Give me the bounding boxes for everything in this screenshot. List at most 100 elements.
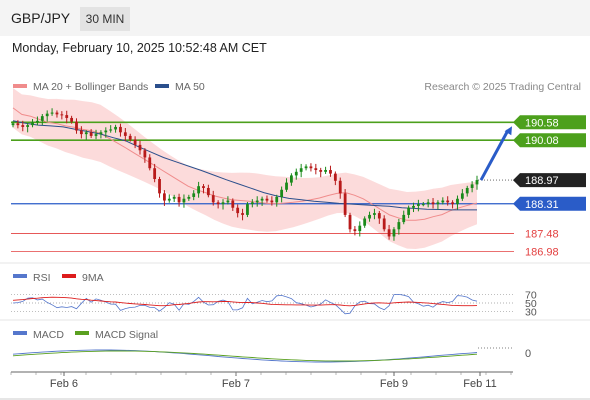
candle-body (177, 196, 181, 203)
x-tick-label: Feb 7 (222, 378, 250, 390)
candle-body (197, 186, 200, 194)
candle-body (402, 214, 406, 223)
candle-body (416, 204, 420, 206)
price-levels (11, 121, 514, 252)
forecast-arrow (479, 126, 512, 181)
candle-body (475, 180, 479, 185)
candle-body (114, 126, 117, 130)
candle-body (89, 132, 93, 136)
price-tag-box (513, 115, 586, 130)
ma20-legend-label: MA 20 + Bollinger Bands (33, 81, 148, 93)
candle-body (226, 200, 230, 203)
candle-body (348, 214, 352, 230)
candle-body (202, 186, 205, 188)
price-tag-box (513, 196, 586, 211)
candle-body (250, 202, 254, 205)
candle-body (377, 213, 381, 219)
candle-body (260, 198, 264, 201)
candle-body (382, 218, 386, 230)
rsi-level-label: 50 (525, 298, 537, 310)
candle-body (426, 202, 430, 205)
candle-body (319, 170, 323, 172)
price-tags: 190.58 190.08 188.97 188.31 187.48 186.98 (513, 115, 586, 259)
chart-datetime: Monday, February 10, 2025 10:52:48 AM CE… (12, 41, 267, 55)
price-tag-label: 190.08 (525, 135, 559, 147)
candle-body (167, 198, 171, 201)
candle-body (431, 202, 435, 205)
candle-body (172, 196, 176, 199)
candle-body (275, 196, 279, 203)
candle-body (182, 198, 186, 203)
rsi-legend-swatch (13, 274, 27, 278)
bollinger-bands (13, 88, 477, 249)
candle-body (373, 213, 376, 215)
candle-body (353, 229, 357, 232)
candle-body (329, 170, 332, 174)
candlesticks (11, 108, 479, 241)
candle-body (280, 189, 284, 197)
candle-body (211, 195, 215, 203)
support-price-label: 186.98 (525, 247, 559, 259)
candle-body (36, 120, 39, 123)
candle-body (290, 175, 293, 183)
candle-body (236, 207, 240, 214)
candle-body (216, 202, 220, 205)
candle-body (109, 129, 113, 131)
candle-body (40, 116, 44, 121)
candle-body (255, 200, 259, 203)
bollinger-band-fill (13, 88, 477, 249)
candle-body (138, 144, 142, 151)
price-tag-label: 190.58 (525, 117, 559, 129)
candle-body (50, 112, 54, 114)
candle-body (16, 123, 20, 126)
candle-body (387, 229, 391, 237)
rsi-legend-label: RSI (33, 272, 51, 284)
candle-body (79, 130, 83, 135)
ma50-legend-label: MA 50 (175, 81, 205, 93)
candle-body (294, 171, 298, 176)
candle-body (397, 222, 401, 230)
price-tag-label: 188.97 (525, 175, 559, 187)
candle-body (421, 204, 425, 206)
candle-body (304, 166, 308, 169)
candle-body (270, 200, 274, 203)
candle-body (412, 205, 415, 208)
candle-body (94, 134, 98, 136)
ma50-line (12, 120, 477, 211)
candle-body (299, 168, 303, 172)
candle-body (153, 168, 157, 179)
forecast-arrow-head (504, 126, 512, 136)
moving-averages (12, 107, 478, 221)
candle-body (392, 229, 396, 237)
support-price-label: 187.48 (525, 229, 559, 241)
candle-body (456, 198, 459, 205)
candle-body (343, 193, 347, 215)
candle-body (104, 130, 108, 133)
macd-signal-legend-label: MACD Signal (95, 329, 158, 341)
candle-body (128, 135, 132, 140)
macd-legend-swatch (13, 331, 27, 335)
macd-signal-line (12, 350, 478, 362)
candle-body (465, 187, 469, 194)
candle-body (206, 187, 210, 196)
candle-body (163, 193, 166, 201)
candle-body (451, 202, 454, 205)
candle-body (31, 122, 34, 126)
candle-body (192, 193, 196, 197)
candle-body (314, 168, 318, 171)
candle-body (324, 170, 327, 172)
candle-body (187, 196, 191, 199)
candle-body (21, 125, 25, 127)
macd-legend-label: MACD (33, 329, 64, 341)
candle-body (241, 213, 244, 215)
candle-body (148, 157, 152, 169)
candle-body (265, 198, 269, 201)
candle-body (119, 126, 122, 133)
candle-body (446, 200, 450, 203)
candle-body (221, 202, 225, 205)
x-tick-label: Feb 6 (50, 378, 78, 390)
macd-level-label: 0 (525, 348, 531, 360)
interval-button[interactable]: 30 MIN (80, 7, 130, 31)
